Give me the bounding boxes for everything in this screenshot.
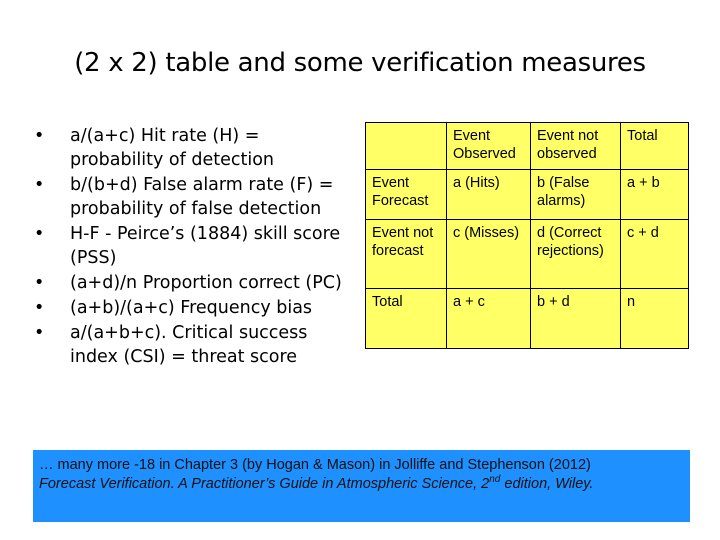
table-cell: b + d (530, 288, 621, 349)
table-header-cell: Event Observed (446, 122, 531, 170)
table-row-label: Event not forecast (365, 219, 447, 289)
table-cell: b (False alarms) (530, 169, 621, 220)
bullet-frequency-bias: (a+b)/(a+c) Frequency bias (30, 296, 342, 320)
bullet-peirce-skill-score: H-F - Peirce’s (1884) skill score (PSS) (30, 222, 342, 270)
table-cell: d (Correct rejections) (530, 219, 621, 289)
bullet-proportion-correct: (a+d)/n Proportion correct (PC) (30, 271, 342, 295)
table-header-cell: Total (620, 122, 689, 170)
reference-citation: Forecast Verification. A Practitioner’s … (39, 475, 684, 494)
table-cell: a + b (620, 169, 689, 220)
table-row-label: Event Forecast (365, 169, 447, 220)
contingency-table: Event Observed Event not observed Total … (365, 122, 689, 349)
table-cell (365, 122, 447, 170)
publisher-text: edition, Wiley. (500, 476, 594, 492)
slide-title: (2 x 2) table and some verification meas… (74, 48, 646, 78)
bullet-critical-success-index: a/(a+b+c). Critical success index (CSI) … (30, 321, 342, 369)
table-cell: a (Hits) (446, 169, 531, 220)
table-cell: c (Misses) (446, 219, 531, 289)
reference-note: … many more -18 in Chapter 3 (by Hogan &… (33, 450, 690, 522)
note-line: … many more -18 in Chapter 3 (by Hogan &… (39, 457, 591, 473)
table-cell: a + c (446, 288, 531, 349)
table-row: Event Forecast a (Hits) b (False alarms)… (365, 169, 689, 220)
bullet-hit-rate: a/(a+c) Hit rate (H) = probability of de… (30, 124, 342, 172)
table-cell: n (620, 288, 689, 349)
table-row: Total a + c b + d n (365, 288, 689, 349)
book-title: Forecast Verification. A Practitioner’s … (39, 476, 474, 492)
table-header-row: Event Observed Event not observed Total (365, 122, 689, 170)
table-row-label: Total (365, 288, 447, 349)
table-cell: c + d (620, 219, 689, 289)
table-row: Event not forecast c (Misses) d (Correct… (365, 219, 689, 289)
table-header-cell: Event not observed (530, 122, 621, 170)
measures-list: a/(a+c) Hit rate (H) = probability of de… (30, 124, 342, 370)
bullet-false-alarm-rate: b/(b+d) False alarm rate (F) = probabili… (30, 173, 342, 221)
edition-suffix: nd (489, 474, 501, 486)
edition-prefix: , 2 (473, 476, 490, 492)
